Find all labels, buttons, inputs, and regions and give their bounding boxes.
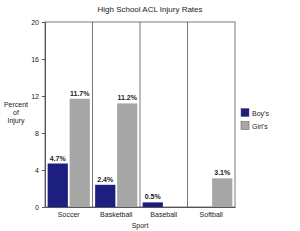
bar (117, 103, 137, 207)
y-axis-title-line: Injury (7, 117, 25, 125)
x-tick-label: Soccer (58, 211, 80, 218)
y-tick-label: 12 (31, 93, 39, 100)
bar (70, 99, 90, 207)
category-divider (140, 22, 141, 207)
y-tick-mark (42, 96, 45, 97)
data-label: 4.7% (50, 155, 67, 162)
data-label: 0.5% (145, 193, 162, 200)
category-divider (92, 22, 93, 207)
title: High School ACL Injury Rates (97, 5, 202, 14)
y-axis-title-line: Percent (4, 101, 28, 108)
legend-swatch (241, 122, 249, 130)
y-tick-mark (42, 133, 45, 134)
y-axis-title: PercentofInjury (4, 101, 28, 125)
x-tick-label: Baseball (150, 211, 177, 218)
bar (143, 202, 163, 207)
legend: Boy's Girl's (241, 109, 269, 130)
y-tick: 16 (31, 56, 45, 63)
plot-frame (45, 22, 235, 207)
plot: 0 4 8 12 16 20 Soccer Basketball Baseball Softbal… (31, 19, 235, 218)
data-labels: 4.7% 2.4% 0.5% 11.7% 11.2% 3.1% (50, 90, 231, 201)
legend-entry: Girl's (241, 122, 268, 130)
bar (95, 185, 115, 207)
y-tick-label: 20 (31, 19, 39, 26)
data-label: 2.4% (97, 176, 114, 183)
legend-entry: Boy's (241, 109, 269, 118)
x-tick-label: Softball (200, 211, 224, 218)
x-tick: Baseball (150, 207, 177, 218)
x-tick: Softball (200, 207, 224, 218)
y-tick-label: 8 (35, 130, 39, 137)
bar (48, 164, 68, 207)
bars (48, 99, 233, 207)
data-label: 3.1% (214, 169, 231, 176)
data-label: 11.2% (118, 94, 138, 101)
x-tick-label: Basketball (100, 211, 133, 218)
y-axis-line (45, 23, 46, 208)
y-tick-label: 16 (31, 56, 39, 63)
y-tick-label: 4 (35, 167, 39, 174)
legend-label: Girl's (252, 123, 268, 130)
x-tick: Basketball (100, 207, 133, 218)
y-tick: 0 (35, 204, 45, 211)
y-tick-label: 0 (35, 204, 39, 211)
y-tick-mark (42, 170, 45, 171)
x-axis: Soccer Basketball Baseball Softball (46, 207, 236, 218)
chart: High School ACL Injury Rates 0 4 8 12 16 20 Soc… (0, 0, 300, 231)
y-tick-mark (42, 59, 45, 60)
x-axis-line (46, 207, 236, 208)
legend-swatch (241, 109, 249, 117)
y-tick-mark (42, 207, 45, 208)
category-divider (187, 22, 188, 207)
y-tick: 4 (35, 167, 45, 174)
legend-label: Boy's (252, 110, 269, 118)
y-axis-title-line: of (13, 109, 19, 116)
x-axis-title: Sport (132, 222, 149, 230)
y-tick: 8 (35, 130, 45, 137)
y-tick-mark (42, 22, 45, 23)
bar (212, 178, 232, 207)
y-tick: 20 (31, 19, 45, 26)
data-label: 11.7% (70, 90, 90, 97)
y-axis: 0 4 8 12 16 20 (31, 19, 45, 211)
x-tick: Soccer (58, 207, 80, 218)
y-tick: 12 (31, 93, 45, 100)
